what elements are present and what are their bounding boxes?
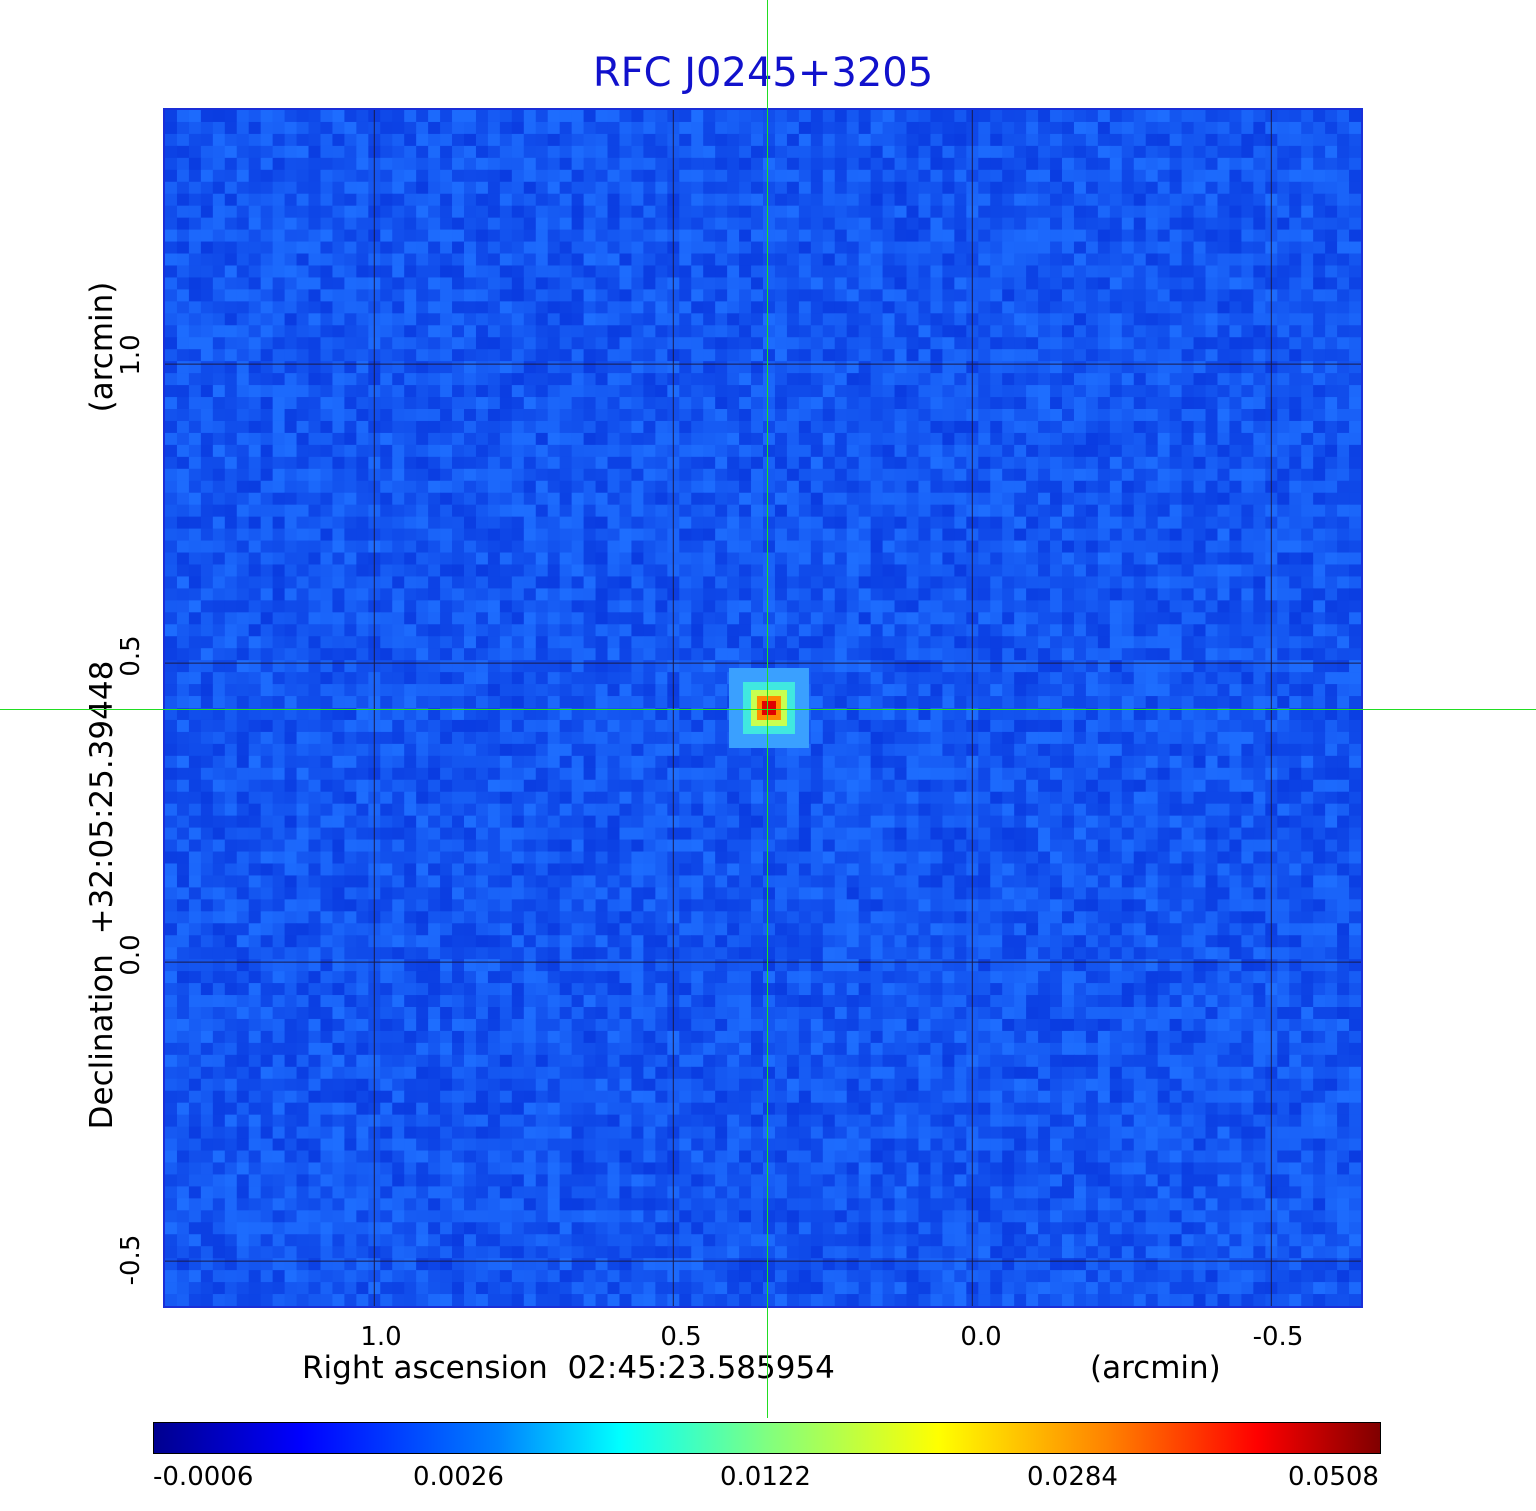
map-svg bbox=[165, 110, 1361, 1306]
crosshair-horizontal bbox=[0, 709, 1536, 710]
colorbar-tick-label: 0.0508 bbox=[1288, 1462, 1379, 1492]
x-axis-label: Right ascension 02:45:23.585954 bbox=[302, 1350, 835, 1386]
x-tick-label: 0.5 bbox=[660, 1322, 702, 1352]
x-axis-unit: (arcmin) bbox=[1090, 1350, 1221, 1386]
source-peak bbox=[761, 701, 776, 715]
plot-title: RFC J0245+3205 bbox=[592, 50, 934, 96]
colorbar-tick-label: 0.0284 bbox=[1027, 1462, 1118, 1492]
image-map bbox=[163, 108, 1363, 1308]
y-axis-unit: (arcmin) bbox=[84, 281, 120, 413]
colorbar bbox=[153, 1422, 1381, 1454]
colorbar-tick-label: -0.0006 bbox=[153, 1462, 254, 1492]
x-tick-label: -0.5 bbox=[1252, 1322, 1304, 1352]
y-axis-label: Declination +32:05:25.39448 bbox=[84, 660, 120, 1130]
y-tick-label: 1.0 bbox=[116, 334, 146, 376]
colorbar-tick-label: 0.0026 bbox=[413, 1462, 504, 1492]
x-tick-label: 1.0 bbox=[360, 1322, 402, 1352]
x-tick-label: 0.0 bbox=[960, 1322, 1002, 1352]
y-tick-label: 0.5 bbox=[116, 635, 146, 677]
y-tick-label: 0.0 bbox=[116, 934, 146, 976]
colorbar-tick-label: 0.0122 bbox=[720, 1462, 811, 1492]
y-tick-label: -0.5 bbox=[116, 1234, 146, 1286]
noise-pixels bbox=[165, 110, 1361, 1306]
